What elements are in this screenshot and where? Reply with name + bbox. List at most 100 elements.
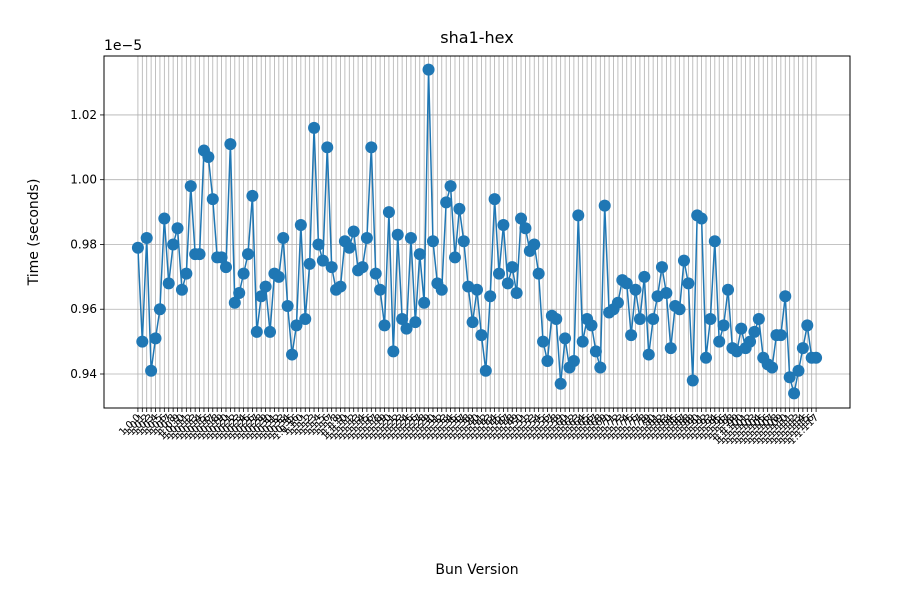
- marker: [466, 316, 479, 329]
- marker: [440, 196, 453, 209]
- y-tick-label: 1.00: [70, 173, 97, 187]
- marker: [664, 342, 677, 355]
- marker: [484, 290, 497, 303]
- marker: [699, 351, 712, 364]
- marker: [435, 283, 448, 296]
- marker: [303, 257, 316, 270]
- marker: [294, 219, 307, 232]
- marker: [695, 212, 708, 225]
- marker: [655, 261, 668, 274]
- marker: [264, 325, 277, 338]
- offset-label: 1e−5: [104, 38, 142, 54]
- marker: [219, 261, 232, 274]
- marker: [167, 238, 180, 251]
- marker: [783, 371, 796, 384]
- marker: [206, 193, 219, 206]
- plot-frame: [103, 55, 851, 409]
- marker: [532, 267, 545, 280]
- marker: [136, 335, 149, 348]
- marker: [145, 364, 158, 377]
- marker: [779, 290, 792, 303]
- marker: [708, 235, 721, 248]
- marker: [497, 219, 510, 232]
- marker: [788, 387, 801, 400]
- marker: [175, 283, 188, 296]
- marker: [290, 319, 303, 332]
- marker: [378, 319, 391, 332]
- marker: [400, 322, 413, 335]
- marker: [444, 180, 457, 193]
- marker: [801, 319, 814, 332]
- marker: [506, 261, 519, 274]
- marker: [638, 270, 651, 283]
- marker: [633, 312, 646, 325]
- marker: [686, 374, 699, 387]
- marker: [572, 209, 585, 222]
- y-axis-label: Time (seconds): [26, 179, 42, 287]
- marker: [519, 222, 532, 235]
- marker: [360, 231, 373, 244]
- marker: [374, 283, 387, 296]
- marker: [272, 270, 285, 283]
- marker: [171, 222, 184, 235]
- marker: [215, 251, 228, 264]
- marker: [184, 180, 197, 193]
- marker: [387, 345, 400, 358]
- marker: [391, 228, 404, 241]
- marker: [673, 303, 686, 316]
- marker: [629, 283, 642, 296]
- marker: [281, 299, 294, 312]
- marker: [162, 277, 175, 290]
- y-tick-label: 0.94: [70, 367, 97, 381]
- marker: [660, 287, 673, 300]
- marker: [554, 377, 567, 390]
- marker: [193, 248, 206, 261]
- marker: [404, 231, 417, 244]
- marker: [620, 277, 633, 290]
- marker: [717, 319, 730, 332]
- marker: [625, 329, 638, 342]
- marker: [343, 241, 356, 254]
- marker: [647, 312, 660, 325]
- marker: [550, 312, 563, 325]
- marker: [748, 325, 761, 338]
- marker: [418, 296, 431, 309]
- marker: [140, 231, 153, 244]
- marker: [713, 335, 726, 348]
- marker: [299, 312, 312, 325]
- marker: [149, 332, 162, 345]
- marker: [541, 355, 554, 368]
- marker: [422, 63, 435, 76]
- marker: [611, 296, 624, 309]
- marker: [792, 364, 805, 377]
- marker: [576, 335, 589, 348]
- marker: [233, 287, 246, 300]
- marker: [475, 329, 488, 342]
- marker: [682, 277, 695, 290]
- marker: [515, 212, 528, 225]
- marker: [365, 141, 378, 154]
- marker: [810, 351, 823, 364]
- marker: [585, 319, 598, 332]
- marker: [752, 312, 765, 325]
- marker: [180, 267, 193, 280]
- marker: [493, 267, 506, 280]
- y-tick-label: 0.96: [70, 302, 97, 316]
- y-tick-label: 1.02: [70, 108, 97, 122]
- x-axis-label: Bun Version: [435, 562, 518, 578]
- marker: [242, 248, 255, 261]
- chart-title: sha1-hex: [440, 28, 513, 47]
- y-tick-label: 0.98: [70, 237, 97, 251]
- marker: [642, 348, 655, 361]
- marker: [589, 345, 602, 358]
- marker: [567, 355, 580, 368]
- marker: [308, 121, 321, 134]
- marker: [453, 202, 466, 215]
- marker: [158, 212, 171, 225]
- marker: [479, 364, 492, 377]
- marker: [334, 280, 347, 293]
- marker: [744, 335, 757, 348]
- marker: [321, 141, 334, 154]
